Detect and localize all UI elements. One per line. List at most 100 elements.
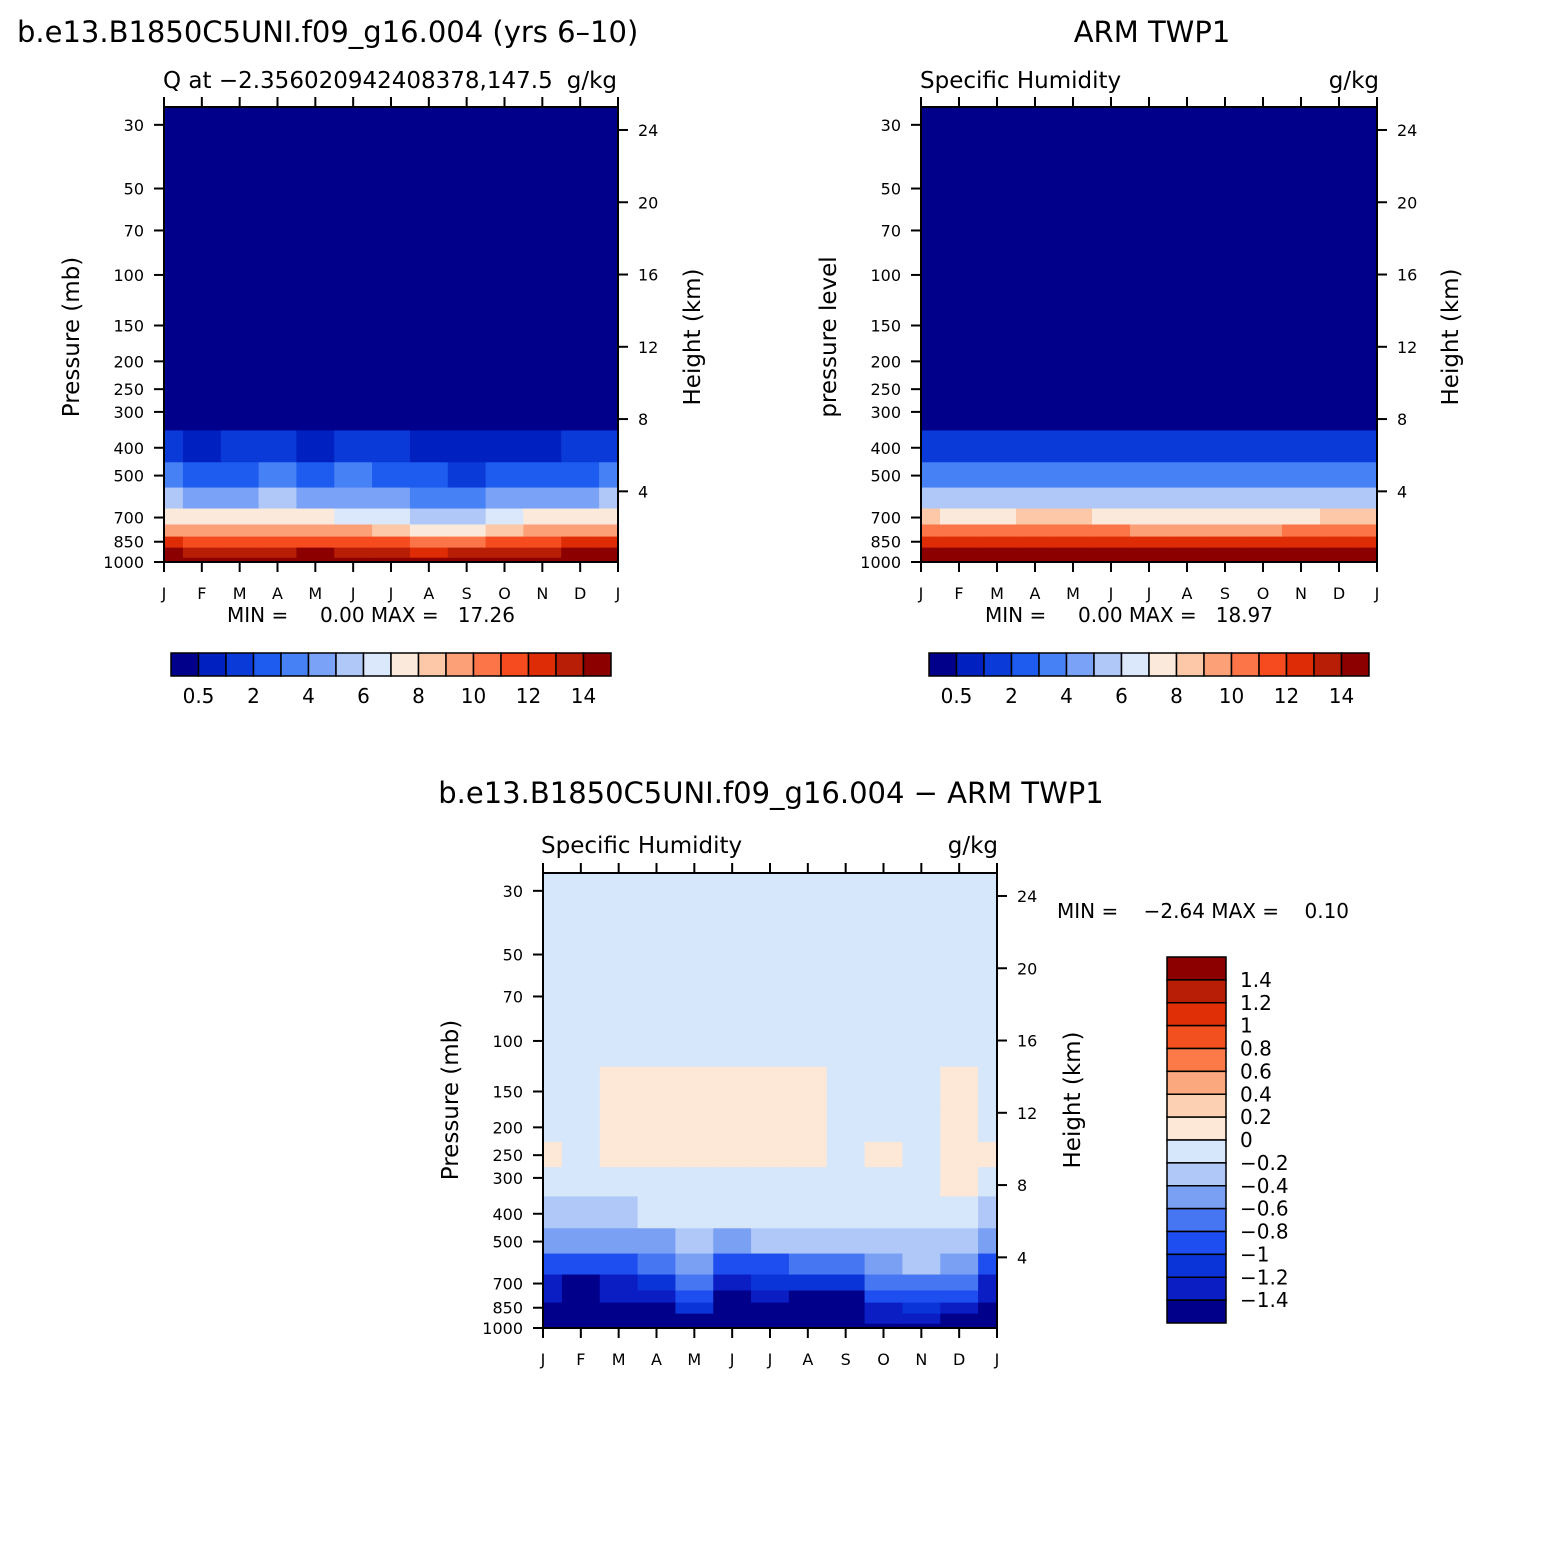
heatmap-cell <box>561 523 600 537</box>
heatmap-cell <box>1130 557 1169 563</box>
heatmap-cell <box>561 1166 601 1197</box>
heatmap-cell <box>561 1313 601 1324</box>
heatmap-cell <box>902 873 941 924</box>
heatmap-cell <box>713 1195 752 1229</box>
heatmap-cell <box>164 523 184 537</box>
heatmap-cell <box>599 547 619 558</box>
heatmap-cell <box>940 1252 979 1275</box>
y-right-tick-label: 4 <box>1397 482 1407 501</box>
heatmap-cell <box>447 547 487 558</box>
heatmap-cell <box>1244 507 1283 525</box>
x-tick-label: S <box>462 584 472 603</box>
y-right-tick-label: 4 <box>1017 1248 1027 1267</box>
heatmap-cell <box>1244 486 1283 509</box>
x-tick-label: F <box>197 584 206 603</box>
heatmap-cell <box>826 1066 866 1111</box>
colorbar-swatch <box>1166 1207 1227 1233</box>
heatmap-cell <box>751 1301 790 1314</box>
heatmap-cell <box>864 1066 904 1111</box>
y-right-tick-label: 4 <box>638 482 648 501</box>
colorbar-label: 8 <box>412 684 425 708</box>
heatmap-cell <box>523 429 562 463</box>
heatmap-cell <box>485 523 525 537</box>
heatmap-cell <box>164 547 184 558</box>
heatmap-cell <box>334 535 373 548</box>
x-tick-label: S <box>841 1350 851 1369</box>
heatmap-cell <box>409 547 449 558</box>
heatmap-cell <box>751 975 790 1020</box>
heatmap-cell <box>543 1273 563 1291</box>
heatmap-cell <box>637 1252 677 1275</box>
y-tick-label: 200 <box>113 352 144 371</box>
heatmap-cell <box>485 547 525 558</box>
heatmap-cell <box>940 398 979 431</box>
colorbar-swatch <box>170 652 200 677</box>
heatmap-cell <box>1016 507 1055 525</box>
colorbar-swatch <box>280 652 310 677</box>
heatmap-cell <box>864 1301 904 1314</box>
colorbar-label: −0.4 <box>1240 1174 1289 1198</box>
heatmap-cell <box>713 1018 752 1067</box>
panel-left-label: Q at −2.356020942408378,147.5 <box>163 68 553 94</box>
heatmap-cell <box>599 535 619 548</box>
heatmap-cell <box>637 1301 677 1314</box>
heatmap-cell <box>940 507 979 525</box>
heatmap-cell <box>1358 557 1378 563</box>
heatmap-cell <box>561 535 600 548</box>
heatmap-cell <box>182 535 222 548</box>
colorbar-swatch <box>1093 652 1123 677</box>
colorbar-label: 6 <box>357 684 370 708</box>
heatmap-cell <box>1130 398 1169 431</box>
heatmap-cell <box>1206 523 1245 537</box>
heatmap-cell <box>561 429 600 463</box>
heatmap-cell <box>561 975 601 1020</box>
heatmap-cell <box>978 547 1017 558</box>
heatmap-cell <box>788 1227 828 1254</box>
heatmap-cell <box>182 429 222 463</box>
x-tick-label: O <box>877 1350 890 1369</box>
heatmap-cell <box>1092 523 1131 537</box>
heatmap-cell <box>751 1323 790 1329</box>
heatmap-cell <box>1358 523 1378 537</box>
heatmap-cell <box>599 1227 639 1254</box>
heatmap-cell <box>902 975 941 1020</box>
x-tick-label: F <box>954 584 963 603</box>
heatmap-cell <box>864 1273 904 1291</box>
heatmap-cell <box>258 507 298 525</box>
y-tick-label: 1000 <box>103 553 144 572</box>
heatmap-cell <box>1320 535 1359 548</box>
heatmap-cell <box>258 398 298 431</box>
heatmap-cell <box>543 1166 563 1197</box>
colorbar-swatch <box>307 652 337 677</box>
heatmap-cell <box>637 1195 677 1229</box>
heatmap-cell <box>864 1252 904 1275</box>
heatmap-cell <box>220 547 260 558</box>
colorbar-swatch <box>197 652 227 677</box>
y-right-tick-label: 12 <box>1017 1104 1037 1123</box>
colorbar-label: 6 <box>1115 684 1128 708</box>
heatmap-cell <box>523 547 562 558</box>
heatmap-cell <box>751 1141 790 1168</box>
heatmap-cell <box>902 1066 941 1111</box>
heatmap-cell <box>372 398 411 431</box>
colorbar-swatch <box>1038 652 1068 677</box>
heatmap-cell <box>220 507 260 525</box>
heatmap-cell <box>561 873 601 924</box>
plot-area: J F M A M J J A S O N D J 30 50 70 100 150 200 250 300 400 500… <box>103 97 658 603</box>
heatmap-cell <box>978 1273 998 1291</box>
heatmap-cell <box>220 486 260 509</box>
heatmap-cell <box>637 873 677 924</box>
y-axis-right-label: Height (km) <box>1438 268 1464 405</box>
heatmap-cell <box>978 486 1017 509</box>
heatmap-cell <box>561 1066 601 1111</box>
heatmap-cell <box>940 1273 979 1291</box>
y-tick-label: 150 <box>870 316 901 335</box>
heatmap-cell <box>485 535 525 548</box>
heatmap-cell <box>1320 461 1359 488</box>
heatmap-cell <box>1092 398 1131 431</box>
heatmap-cell <box>826 873 866 924</box>
heatmap-cell <box>713 873 752 924</box>
colorbar-label: 0.5 <box>183 684 215 708</box>
heatmap-cell <box>713 1301 752 1314</box>
y-tick-label: 300 <box>870 403 901 422</box>
